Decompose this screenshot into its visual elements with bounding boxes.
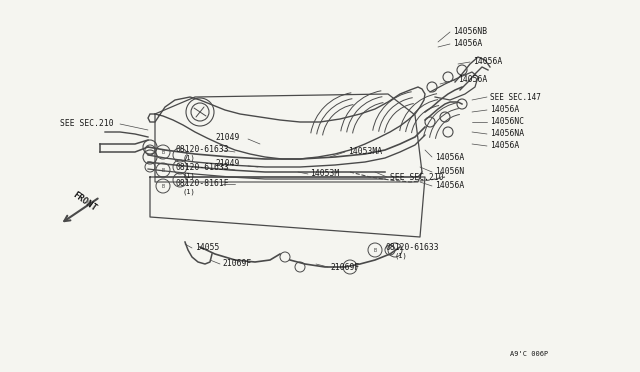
Text: 14053M: 14053M [310,170,339,179]
Text: 14056A: 14056A [435,182,464,190]
Text: B: B [161,167,164,173]
Text: B: B [161,183,164,189]
Text: (1): (1) [394,253,407,259]
Text: 08120-61633: 08120-61633 [175,164,228,173]
Text: 14056N: 14056N [435,167,464,176]
Text: 14056NC: 14056NC [490,118,524,126]
Text: 14055: 14055 [195,244,220,253]
Text: (1): (1) [183,155,196,161]
Text: FRONT: FRONT [72,190,99,214]
Text: 14056A: 14056A [490,141,519,151]
Text: SEE SEC.210: SEE SEC.210 [390,173,444,182]
Text: 14053MA: 14053MA [348,148,382,157]
Text: 21049: 21049 [215,160,239,169]
Text: 14056NA: 14056NA [490,129,524,138]
Text: SEE SEC.147: SEE SEC.147 [490,93,541,102]
Text: 14056A: 14056A [453,39,483,48]
Text: 21069F: 21069F [222,260,252,269]
Text: 08120-61633: 08120-61633 [386,244,440,253]
Text: (1): (1) [183,173,196,179]
Text: B: B [161,150,164,154]
Text: 21049: 21049 [215,132,239,141]
Text: 14056A: 14056A [490,106,519,115]
Text: 14056NB: 14056NB [453,28,487,36]
Text: A9'C 006P: A9'C 006P [510,351,548,357]
Text: 21069F: 21069F [330,263,359,272]
Text: 14056A: 14056A [473,58,502,67]
Text: SEE SEC.210: SEE SEC.210 [60,119,114,128]
Text: B: B [373,247,376,253]
Text: 08120-8161F: 08120-8161F [175,180,228,189]
Text: 14056A: 14056A [458,76,487,84]
Text: 08120-61633: 08120-61633 [175,145,228,154]
Text: (1): (1) [183,189,196,195]
Text: 14056A: 14056A [435,153,464,161]
